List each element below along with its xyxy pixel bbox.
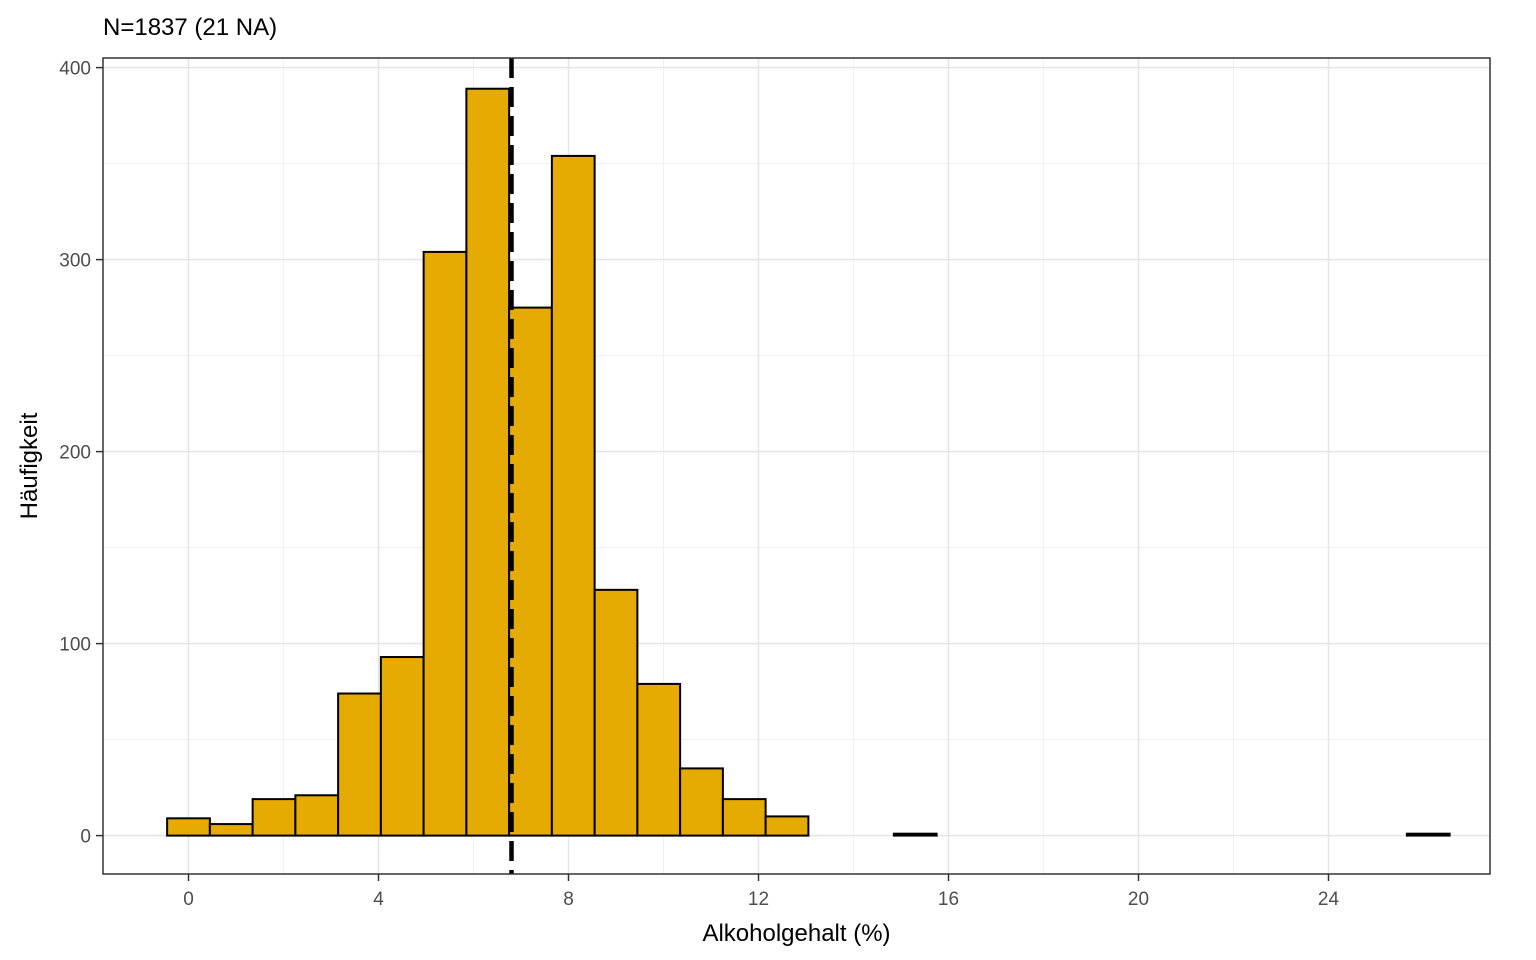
x-tick-label: 12	[748, 889, 769, 910]
histogram-bar	[422, 250, 468, 837]
x-tick-label: 16	[938, 889, 959, 910]
y-tick-label: 300	[59, 251, 91, 272]
histogram-bar	[636, 682, 682, 837]
x-tick-label: 8	[563, 889, 574, 910]
histogram-bar	[251, 798, 297, 837]
histogram-bar	[166, 817, 211, 837]
y-tick-label: 400	[59, 59, 91, 80]
histogram-bar	[679, 767, 724, 837]
plot-border	[102, 57, 1491, 875]
histogram-bar	[892, 832, 938, 837]
histogram-bar	[337, 692, 382, 837]
y-axis-title: Häufigkeit	[16, 412, 43, 519]
histogram-bar	[721, 798, 767, 837]
histogram-bar	[465, 87, 511, 837]
x-tick-label: 24	[1318, 889, 1340, 910]
plot-panel	[103, 58, 1490, 874]
histogram-bar	[764, 815, 810, 837]
histogram-bar	[1405, 832, 1451, 837]
x-tick-label: 20	[1128, 889, 1149, 910]
histogram-bar	[508, 306, 553, 837]
x-axis-title: Alkoholgehalt (%)	[702, 920, 890, 947]
y-tick-label: 200	[59, 443, 91, 464]
histogram-bar	[208, 823, 254, 837]
histogram-bar	[379, 656, 425, 837]
histogram-bar	[550, 154, 596, 837]
histogram-bar	[294, 794, 340, 837]
chart-title: N=1837 (21 NA)	[103, 14, 278, 41]
histogram-bar	[593, 588, 639, 837]
y-tick-label: 0	[80, 827, 91, 848]
y-tick-label: 100	[59, 635, 91, 656]
x-tick-label: 0	[183, 889, 194, 910]
x-tick-label: 4	[373, 889, 384, 910]
